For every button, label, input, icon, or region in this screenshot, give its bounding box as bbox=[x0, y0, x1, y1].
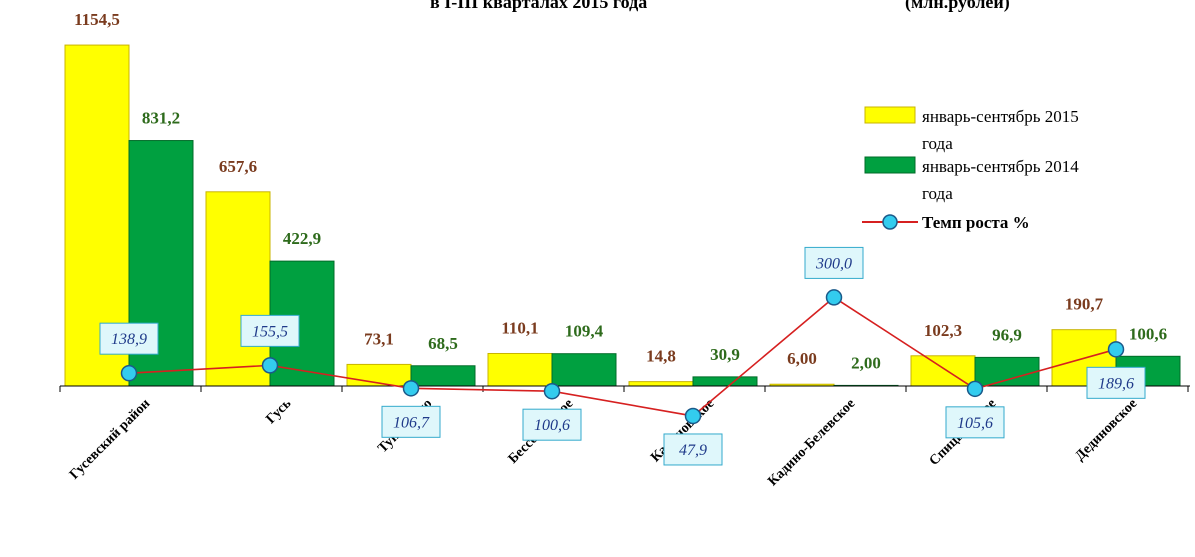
data-label-2015: 657,6 bbox=[219, 157, 257, 176]
legend-swatch-2014 bbox=[864, 156, 916, 174]
bar-2014 bbox=[410, 365, 476, 387]
growth-marker bbox=[825, 289, 843, 306]
growth-marker bbox=[543, 382, 561, 400]
bar-labels-group: 1154,5 831,2 657,6 422,9 73,1 68,5 110,1 109,4 1… bbox=[74, 10, 1167, 372]
data-label-2015: 102,3 bbox=[924, 321, 962, 340]
growth-label: 155,5 bbox=[252, 323, 288, 340]
data-label-2015: 1154,5 bbox=[74, 10, 120, 29]
growth-label: 189,6 bbox=[1098, 375, 1134, 392]
growth-marker bbox=[966, 380, 984, 398]
data-label-2014: 30,9 bbox=[710, 345, 740, 364]
growth-label: 106,7 bbox=[393, 414, 430, 431]
legend-label-2014: январь-сентябрь 2014 bbox=[922, 157, 1079, 176]
chart-units: (млн.рублей) bbox=[905, 0, 1010, 13]
growth-label-box bbox=[804, 246, 864, 279]
legend-label-2014-cont: года bbox=[922, 184, 953, 203]
growth-label: 100,6 bbox=[534, 417, 570, 434]
data-label-2015: 14,8 bbox=[646, 347, 676, 366]
data-label-2015: 6,00 bbox=[787, 349, 817, 368]
data-label-2014: 96,9 bbox=[992, 325, 1022, 344]
x-ticks-group bbox=[59, 386, 1189, 392]
bar-2014 bbox=[974, 356, 1040, 387]
data-label-2014: 109,4 bbox=[565, 322, 604, 341]
growth-label: 300,0 bbox=[815, 255, 852, 272]
data-label-2014: 100,6 bbox=[1129, 324, 1167, 343]
category-label: Гусевский район bbox=[67, 396, 153, 482]
growth-line-group: 138,9 155,5 106,7 100,6 47,9 300,0 105,6 189,6 bbox=[99, 246, 1146, 466]
category-label: Кадино-Белевское bbox=[765, 396, 858, 489]
data-label-2014: 68,5 bbox=[428, 334, 458, 353]
category-label: Гусь bbox=[264, 396, 295, 427]
legend-label-2015-cont: года bbox=[922, 134, 953, 153]
growth-label: 47,9 bbox=[679, 442, 707, 459]
growth-label-box bbox=[663, 433, 723, 466]
growth-label-box bbox=[522, 408, 582, 441]
data-label-2015: 73,1 bbox=[364, 329, 394, 348]
bar-2015 bbox=[205, 191, 271, 387]
data-label-2015: 110,1 bbox=[501, 318, 538, 337]
data-label-2015: 190,7 bbox=[1065, 295, 1104, 314]
growth-label: 138,9 bbox=[111, 331, 147, 348]
legend-growth-marker bbox=[882, 214, 898, 230]
growth-label-box bbox=[99, 322, 159, 355]
legend-swatch-2015 bbox=[864, 106, 916, 124]
data-label-2014: 2,00 bbox=[851, 353, 881, 372]
category-label: Дединовское bbox=[1073, 396, 1141, 464]
growth-marker bbox=[120, 364, 138, 382]
growth-marker bbox=[402, 380, 420, 397]
bar-2015 bbox=[487, 352, 553, 387]
chart-title: в I-III кварталах 2015 года bbox=[430, 0, 647, 12]
growth-label: 105,6 bbox=[957, 415, 993, 432]
growth-label-box bbox=[381, 405, 441, 438]
bar-2014 bbox=[692, 376, 758, 387]
data-label-2014: 831,2 bbox=[142, 109, 180, 128]
bar-2015 bbox=[910, 355, 976, 387]
data-label-2014: 422,9 bbox=[283, 229, 321, 248]
bar-2014 bbox=[551, 353, 617, 387]
growth-marker bbox=[261, 357, 279, 374]
growth-label-box bbox=[945, 406, 1005, 439]
legend-label-2015: январь-сентябрь 2015 bbox=[922, 107, 1079, 126]
legend-label-growth: Темп роста % bbox=[922, 213, 1030, 232]
growth-marker bbox=[1107, 341, 1125, 358]
growth-label-box bbox=[240, 314, 300, 347]
growth-label-box bbox=[1086, 366, 1146, 399]
growth-line bbox=[128, 296, 1117, 417]
legend: январь-сентябрь 2015 года январь-сентябр… bbox=[862, 106, 1079, 232]
bar-2015 bbox=[628, 381, 694, 387]
growth-marker bbox=[684, 407, 702, 425]
